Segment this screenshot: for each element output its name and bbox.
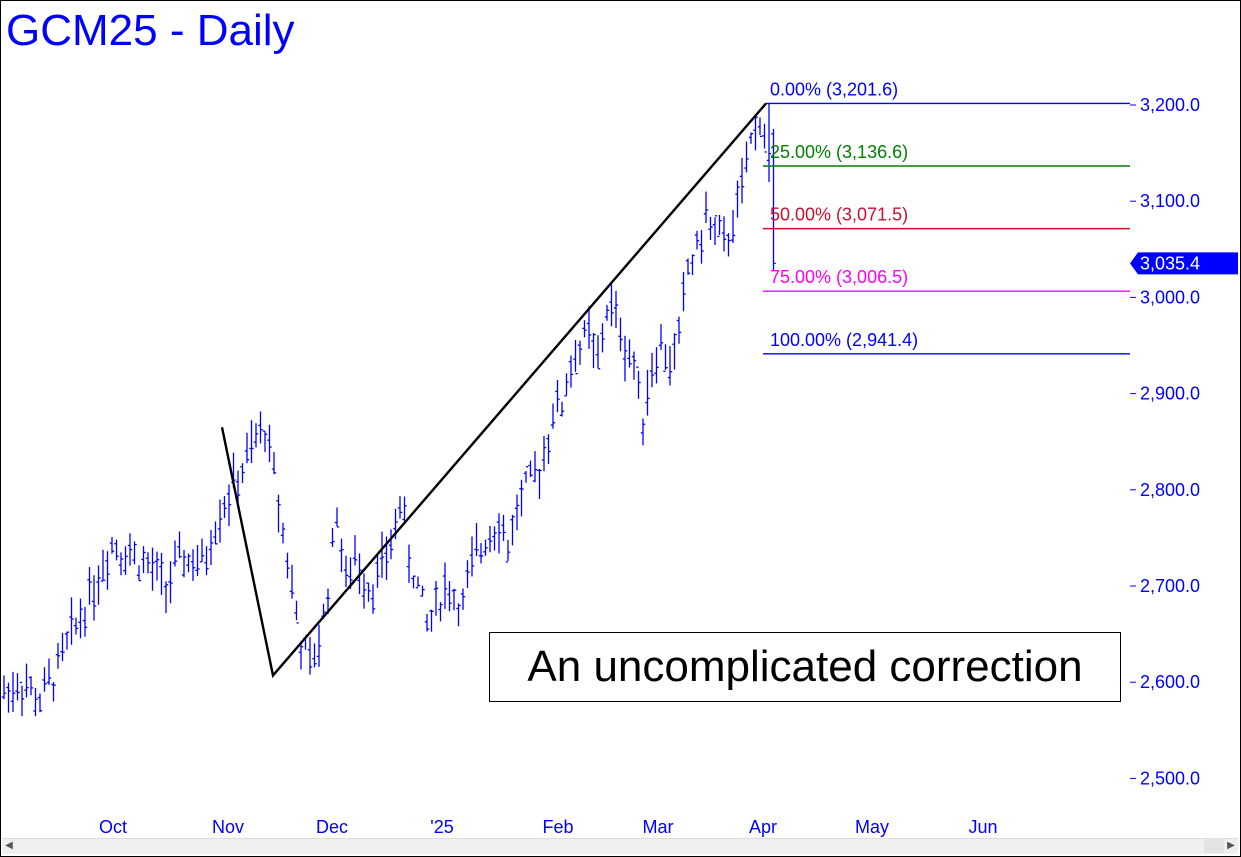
scroll-left-icon[interactable]: ◀: [5, 840, 13, 851]
x-tick-label: Jun: [968, 817, 997, 837]
x-tick-label: Dec: [316, 817, 348, 837]
fib-label: 75.00% (3,006.5): [770, 267, 908, 287]
y-tick-label: 2,600.0: [1140, 672, 1200, 692]
price-bars: [1, 103, 776, 717]
y-tick-label: 3,200.0: [1140, 95, 1200, 115]
x-tick-label: Nov: [212, 817, 244, 837]
x-tick-label: Mar: [643, 817, 674, 837]
x-tick-label: Oct: [99, 817, 127, 837]
fibonacci-levels: 0.00% (3,201.6) 25.00% (3,136.6) 50.00% (3…: [763, 79, 1130, 355]
x-tick-label: '25: [430, 817, 453, 837]
y-tick-label: 2,700.0: [1140, 576, 1200, 596]
y-tick-label: 2,900.0: [1140, 384, 1200, 404]
trend-lines: [220, 102, 767, 679]
y-tick-label: 3,100.0: [1140, 191, 1200, 211]
fib-label: 50.00% (3,071.5): [770, 205, 908, 225]
y-tick-label: 2,800.0: [1140, 480, 1200, 500]
x-tick-label: Feb: [542, 817, 573, 837]
horizontal-scrollbar[interactable]: [2, 838, 1238, 854]
price-tag-label: 3,035.4: [1140, 253, 1200, 273]
chart-title: GCM25 - Daily: [6, 6, 295, 55]
x-tick-label: Apr: [749, 817, 777, 837]
fib-label: 100.00% (2,941.4): [770, 330, 918, 350]
last-price-tag: 3,035.4: [1130, 252, 1238, 275]
price-tag-shape: [1130, 252, 1238, 275]
y-tick-label: 2,500.0: [1140, 768, 1200, 788]
fib-label: 25.00% (3,136.6): [770, 142, 908, 162]
x-axis: Oct Nov Dec '25 Feb Mar Apr May Jun: [99, 817, 998, 837]
annotation-box: An uncomplicated correction: [489, 632, 1121, 702]
y-axis: 3,200.0 3,100.0 3,000.0 2,900.0 2,800.0 2,700…: [1130, 95, 1200, 788]
scrollbar-thumb[interactable]: [1204, 838, 1224, 853]
scroll-right-icon[interactable]: ▶: [1227, 840, 1235, 851]
x-tick-label: May: [855, 817, 889, 837]
y-tick-label: 3,000.0: [1140, 287, 1200, 307]
trend-line: [220, 102, 767, 679]
fib-label: 0.00% (3,201.6): [770, 79, 898, 99]
